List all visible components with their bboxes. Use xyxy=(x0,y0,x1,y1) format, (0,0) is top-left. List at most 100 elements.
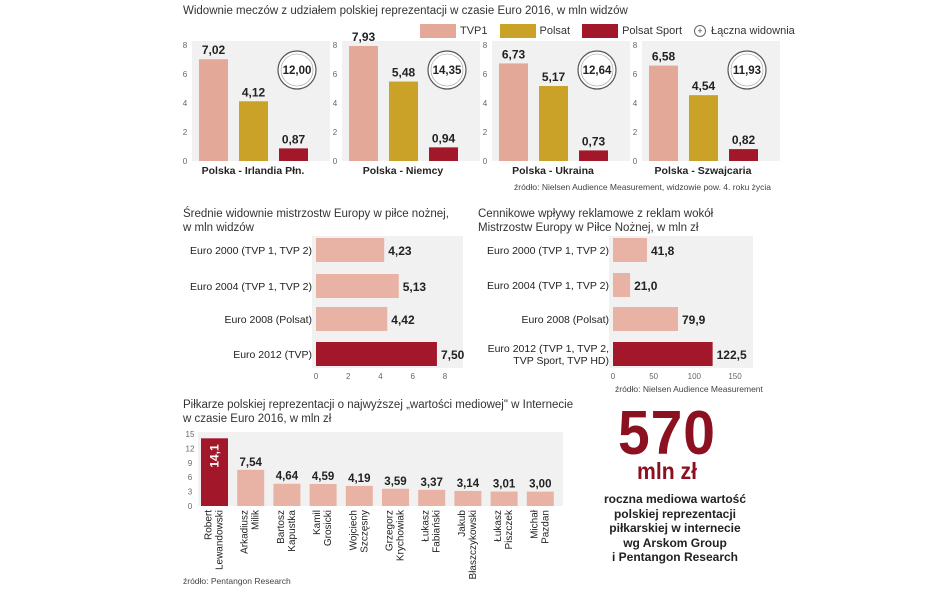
chart4-category-label: Szczęsny xyxy=(359,510,370,553)
chart3-source: źródło: Nielsen Audience Measurement xyxy=(615,384,763,394)
chart4-y-tick-label: 15 xyxy=(186,430,195,439)
chart1-value-label: 0,94 xyxy=(432,131,456,145)
chart1-y-tick-label: 8 xyxy=(633,41,638,50)
chart1-y-tick-label: 8 xyxy=(333,41,338,50)
chart1-bar xyxy=(499,63,528,161)
chart4-bar xyxy=(418,489,446,506)
legend-item-polsat-sport: Polsat Sport xyxy=(582,24,682,38)
highlight-number: 570 xyxy=(618,399,716,468)
chart4-value-label: 14,1 xyxy=(208,444,222,468)
chart1-y-tick-label: 6 xyxy=(483,70,488,79)
chart4-bar xyxy=(273,483,301,506)
chart1-total-label: 11,93 xyxy=(733,65,761,77)
highlight-unit: mln zł xyxy=(637,458,697,484)
chart1-y-tick-label: 8 xyxy=(483,41,488,50)
chart1-total-label: 12,00 xyxy=(283,65,312,77)
chart1-source: źródło: Nielsen Audience Measurement, wi… xyxy=(514,182,772,192)
legend-label-polsat-sport: Polsat Sport xyxy=(622,25,683,37)
legend-item-total: + Łączna widownia xyxy=(694,25,795,37)
chart4-value-label: 7,54 xyxy=(240,457,263,469)
chart3-bar xyxy=(613,238,647,262)
chart1-bar xyxy=(429,147,458,161)
chart2-title: Średnie widownie mistrzostw Europy w pił… xyxy=(183,208,449,234)
legend: TVP1 Polsat Polsat Sport + Łączna widowni… xyxy=(420,23,807,39)
chart3-x-tick-label: 50 xyxy=(649,372,658,381)
chart1-value-label: 7,93 xyxy=(352,30,376,44)
chart3-value-label: 41,8 xyxy=(651,244,675,258)
chart1-bar xyxy=(239,101,268,161)
highlight-line-5: i Pentangon Research xyxy=(611,550,739,564)
chart1-bar xyxy=(389,81,418,161)
chart4-y-tick-label: 3 xyxy=(188,488,193,497)
highlight-description: roczna mediowa wartość polskiej reprezen… xyxy=(590,492,760,565)
highlight-line-4: wg Arskom Group xyxy=(623,535,727,550)
chart4-y-tick-label: 0 xyxy=(188,502,193,511)
chart1-total-circle-inner xyxy=(280,53,314,87)
chart2-x-tick-label: 0 xyxy=(314,372,319,381)
chart4-value-label: 4,59 xyxy=(312,471,334,483)
chart2-value-label: 5,13 xyxy=(403,280,427,294)
chart1-y-tick-label: 6 xyxy=(633,70,638,79)
chart1-y-tick-label: 0 xyxy=(633,157,638,166)
chart4-category-label: Pazdan xyxy=(540,510,551,544)
chart4-y-tick-label: 6 xyxy=(188,473,193,482)
chart1-y-tick-label: 6 xyxy=(183,70,188,79)
chart1-value-label: 0,87 xyxy=(282,132,306,146)
chart4-category-label: Fabiański xyxy=(432,510,443,553)
chart1-bar xyxy=(729,149,758,161)
chart1-y-tick-label: 2 xyxy=(633,128,638,137)
legend-label-total: Łączna widownia xyxy=(711,25,795,37)
chart2-bar xyxy=(316,274,399,298)
chart1-total-circle xyxy=(427,50,467,90)
chart4-category-label: Jakub xyxy=(457,510,468,537)
chart4-category-label: Wojciech xyxy=(348,510,359,550)
chart2-value-label: 4,42 xyxy=(391,313,415,327)
chart1-value-label: 0,82 xyxy=(732,133,756,147)
chart3-category-label: Euro 2004 (TVP 1, TVP 2) xyxy=(487,280,609,292)
chart1-title: Widownie meczów z udziałem polskiej repr… xyxy=(183,5,628,17)
chart4-value-label: 3,01 xyxy=(493,479,516,491)
chart1-category-label: Polska - Szwajcaria xyxy=(655,165,752,177)
chart1-total-label: 12,64 xyxy=(583,65,612,77)
chart2-x-tick-label: 8 xyxy=(443,372,448,381)
chart2-category-label: Euro 2004 (TVP 1, TVP 2) xyxy=(190,281,312,293)
chart1-bar xyxy=(579,150,608,161)
chart1-y-tick-label: 6 xyxy=(333,70,338,79)
chart2-bar xyxy=(316,238,385,262)
chart1-total-label: 14,35 xyxy=(433,65,462,77)
chart4-category-label: Arkadiusz xyxy=(240,510,251,554)
chart4-category-label: Robert xyxy=(204,510,215,540)
chart1-bar xyxy=(539,86,568,161)
chart3-bar xyxy=(613,273,631,297)
chart4-y-tick-label: 12 xyxy=(186,444,195,453)
chart4-category-label: Michał xyxy=(529,509,540,539)
chart3-title: Cennikowe wpływy reklamowe z reklam wokó… xyxy=(478,208,714,234)
chart4-bar xyxy=(237,469,265,506)
chart3-value-label: 122,5 xyxy=(717,348,747,362)
chart3-category-label: Euro 2008 (Polsat) xyxy=(521,314,609,326)
chart3-x-tick-label: 150 xyxy=(728,372,742,381)
chart4-y-tick-label: 9 xyxy=(188,459,193,468)
chart1-bar xyxy=(199,59,228,161)
chart3-bar xyxy=(613,342,713,366)
legend-swatch-polsat-sport xyxy=(582,24,619,38)
chart4-bar xyxy=(382,488,409,506)
highlight-line-2: polskiej reprezentacji xyxy=(613,506,737,521)
chart2-bar xyxy=(316,342,437,366)
chart4-bar xyxy=(454,490,482,506)
chart1-value-label: 6,58 xyxy=(652,50,676,64)
plus-circle-icon: + xyxy=(694,25,707,37)
chart3-category-label: Euro 2000 (TVP 1, TVP 2) xyxy=(487,245,609,257)
legend-item-polsat: Polsat xyxy=(499,24,571,38)
chart3-bar xyxy=(613,307,678,331)
chart3-value-label: 79,9 xyxy=(682,313,706,327)
chart1-bar xyxy=(279,148,308,161)
chart1-value-label: 0,73 xyxy=(582,134,606,148)
chart1-total-circle-inner xyxy=(580,53,614,87)
chart1-total-circle xyxy=(577,50,617,90)
chart2-category-label: Euro 2008 (Polsat) xyxy=(224,314,312,326)
chart4-bar xyxy=(490,491,518,506)
legend-label-polsat: Polsat xyxy=(539,25,571,37)
chart3-x-tick-label: 0 xyxy=(611,372,616,381)
